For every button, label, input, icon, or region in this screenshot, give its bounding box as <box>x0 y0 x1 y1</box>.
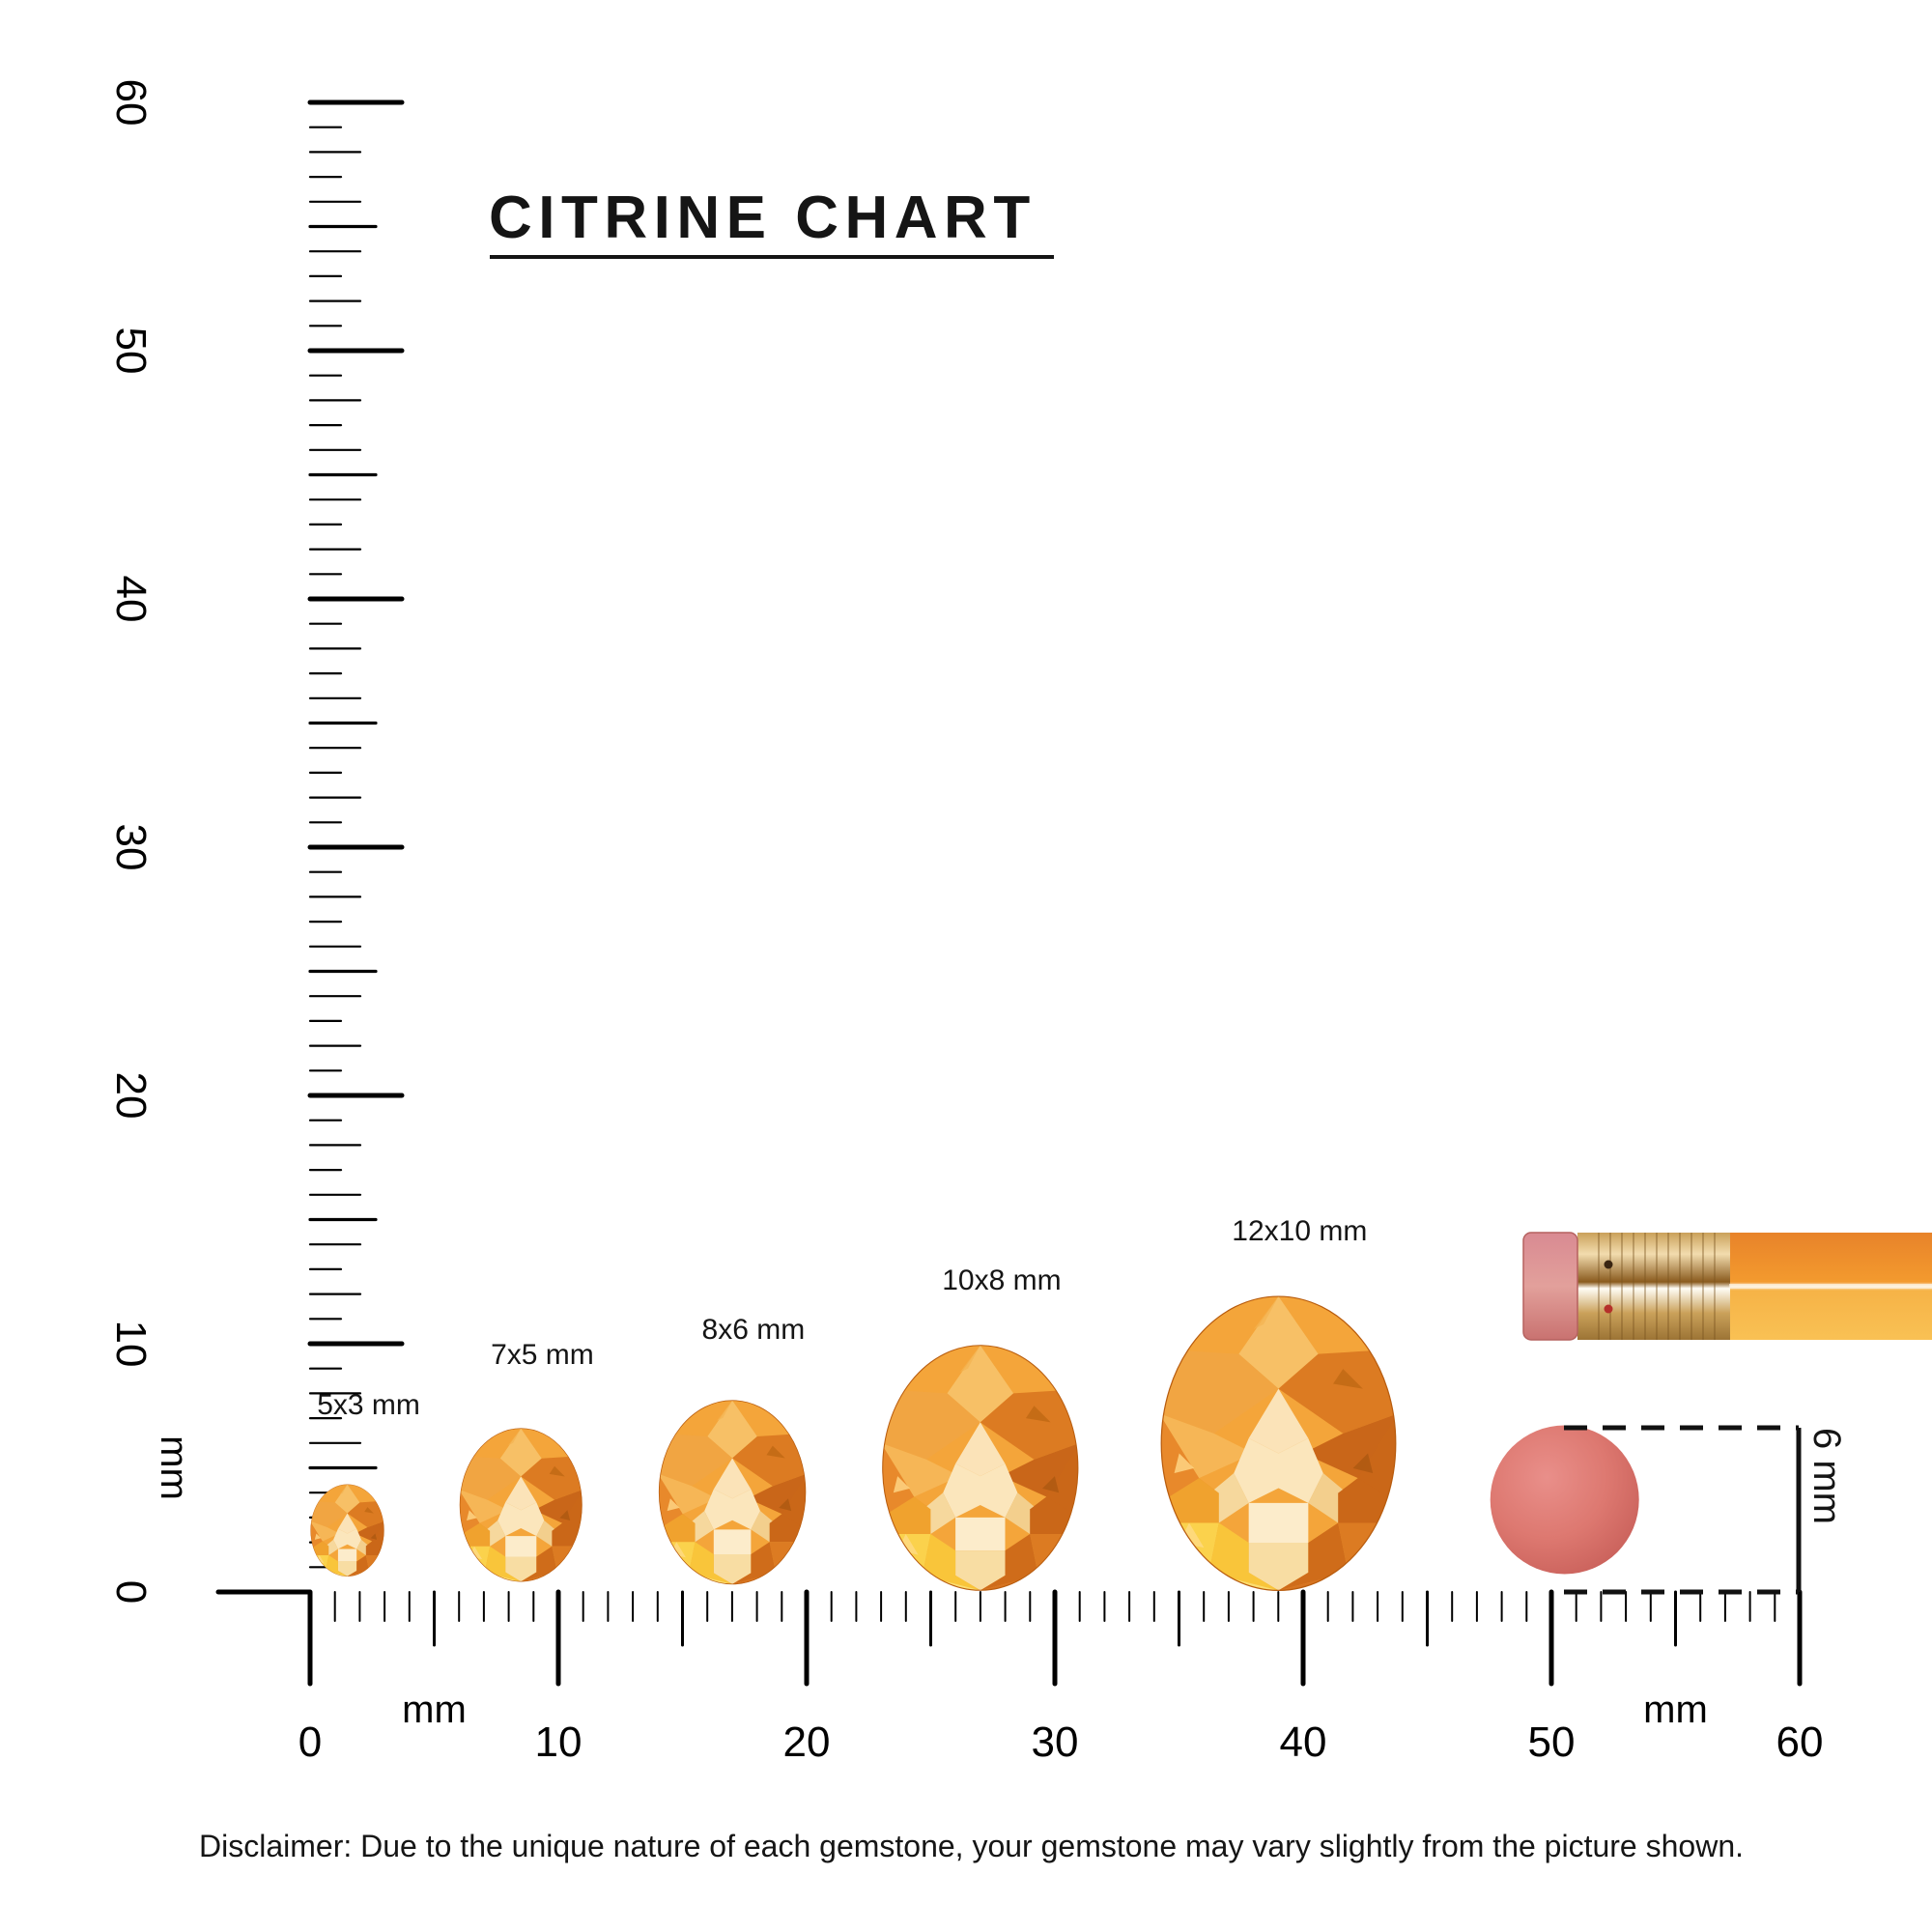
svg-text:6 mm: 6 mm <box>1805 1428 1848 1524</box>
